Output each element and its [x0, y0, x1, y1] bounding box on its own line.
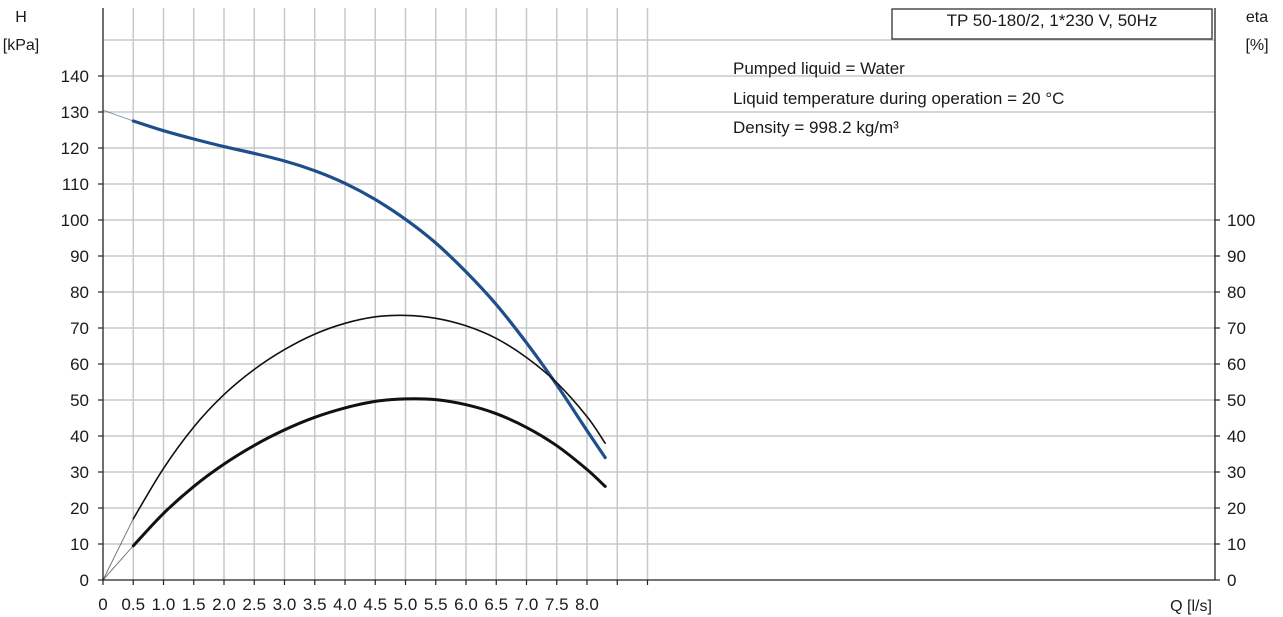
y-left-tick-label: 50 [70, 391, 89, 410]
x-tick-label: 0.5 [121, 595, 145, 614]
x-tick-label: 5.0 [394, 595, 418, 614]
y-left-tick-label: 110 [62, 175, 89, 194]
efficiency-curve-upper-extrapolated [102, 518, 134, 581]
y-left-tick-label: 80 [70, 283, 89, 302]
y-left-tick-label: 100 [61, 211, 89, 230]
x-tick-label: 7.5 [545, 595, 569, 614]
y-right-tick-label: 50 [1227, 391, 1246, 410]
y-right-tick-label: 30 [1227, 463, 1246, 482]
x-tick-label: 3.0 [273, 595, 297, 614]
y-left-tick-label: 70 [70, 319, 89, 338]
x-tick-label: 2.5 [242, 595, 266, 614]
y-left-tick-label: 30 [70, 463, 89, 482]
y-left-label-symbol: H [15, 9, 27, 26]
y-right-label-symbol: eta [1246, 9, 1268, 26]
plot-area [103, 8, 1215, 580]
y-left-tick-label: 20 [70, 499, 89, 518]
annotation-temperature: Liquid temperature during operation = 20… [733, 89, 1064, 108]
x-tick-label: 5.5 [424, 595, 448, 614]
x-tick-label: 6.5 [484, 595, 508, 614]
x-tick-label: 3.5 [303, 595, 327, 614]
y-right-tick-label: 80 [1227, 283, 1246, 302]
y-left-tick-label: 0 [80, 571, 89, 590]
y-right-tick-label: 0 [1227, 571, 1236, 590]
y-right-tick-label: 60 [1227, 355, 1246, 374]
x-tick-label: 2.0 [212, 595, 236, 614]
x-tick-label: 8.0 [575, 595, 599, 614]
y-right-tick-label: 10 [1227, 535, 1246, 554]
x-tick-label: 1.0 [152, 595, 176, 614]
y-right-tick-label: 100 [1227, 211, 1255, 230]
axes: 0 0.5 1.0 1.5 2.0 2.5 3.0 3.5 4.0 4.5 5.0 5.5 6.0 6.5… [61, 8, 1255, 614]
head-curve-line [131, 119, 607, 460]
y-left-label-unit: [kPa] [3, 37, 39, 54]
y-right-label-unit: [%] [1245, 37, 1268, 54]
x-tick-label: 4.5 [363, 595, 387, 614]
chart-title: TP 50-180/2, 1*230 V, 50Hz [947, 11, 1158, 30]
y-right-tick-label: 90 [1227, 247, 1246, 266]
efficiency-curve-lower-line [131, 397, 607, 548]
y-left-tick-label: 130 [61, 103, 89, 122]
annotation-liquid: Pumped liquid = Water [733, 59, 905, 78]
x-tick-label: 4.0 [333, 595, 357, 614]
y-left-tick-label: 140 [61, 67, 89, 86]
x-tick-label: 0 [98, 595, 107, 614]
efficiency-curve-lower-extrapolated [102, 545, 134, 581]
annotation-density: Density = 998.2 kg/m³ [733, 118, 899, 137]
y-left-tick-label: 90 [70, 247, 89, 266]
head-curve-extrapolated [102, 109, 134, 122]
title-box: TP 50-180/2, 1*230 V, 50Hz [891, 8, 1213, 40]
efficiency-curve-upper-line [132, 314, 606, 520]
y-left-tick-label: 60 [70, 355, 89, 374]
x-tick-label: 6.0 [454, 595, 478, 614]
y-right-tick-label: 20 [1227, 499, 1246, 518]
head-curve [102, 109, 607, 460]
y-right-tick-label: 70 [1227, 319, 1246, 338]
y-left-tick-label: 120 [61, 139, 89, 158]
x-tick-label: 1.5 [182, 595, 206, 614]
efficiency-curve-upper [102, 314, 606, 581]
efficiency-curve-lower [102, 397, 607, 581]
series-lines [102, 109, 607, 581]
x-tick-label: 7.0 [515, 595, 539, 614]
grid [103, 8, 1215, 580]
y-right-tick-label: 40 [1227, 427, 1246, 446]
y-left-tick-label: 40 [70, 427, 89, 446]
x-axis-label: Q [l/s] [1170, 598, 1212, 615]
y-left-tick-label: 10 [70, 535, 89, 554]
